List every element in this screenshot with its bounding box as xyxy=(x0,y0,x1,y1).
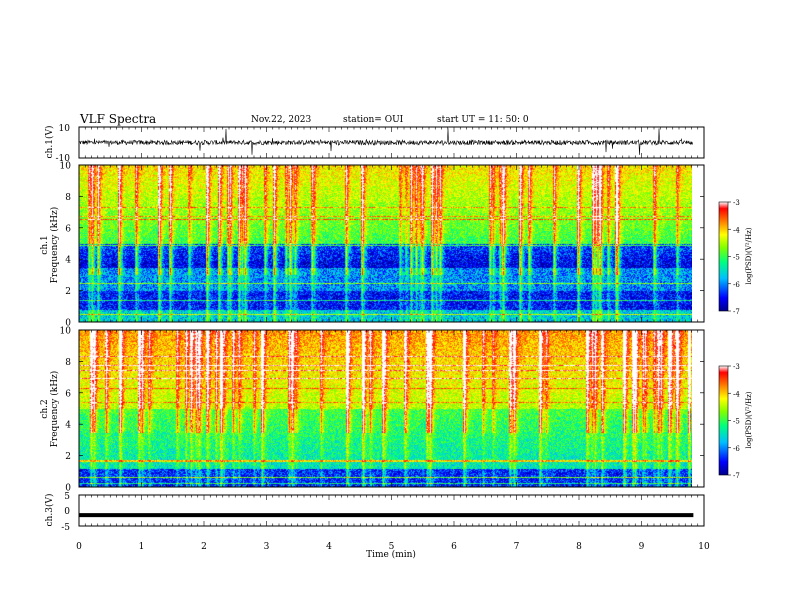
x-tick-label: 10 xyxy=(698,542,710,552)
frequency-tick-label: 0 xyxy=(65,484,71,494)
ch1-waveform-line xyxy=(78,128,694,155)
ch1-ytick-bottom: -10 xyxy=(56,154,71,164)
ch3-waveform-frame xyxy=(78,494,705,527)
frequency-tick-label: 4 xyxy=(65,256,71,266)
ch2-spectrogram-image xyxy=(79,330,692,487)
colorbar-tick-label: -7 xyxy=(733,308,740,316)
ch1-yticks: 0 2 4 6 8 10 xyxy=(60,162,704,329)
colorbar-tick-label: -7 xyxy=(733,472,740,480)
ch1-colorbar xyxy=(718,201,729,312)
x-axis-label: Time (min) xyxy=(366,549,416,560)
ch2-colorbar-ticks: -3 -4 -5 -6 -7 xyxy=(728,363,740,480)
date-label: Nov.22, 2023 xyxy=(251,115,312,125)
x-tick-label: 5 xyxy=(389,542,395,552)
chart-title: VLF Spectra xyxy=(80,112,157,126)
colorbar-tick-label: -4 xyxy=(733,390,740,398)
frequency-tick-label: 2 xyxy=(65,287,71,297)
ch3-ytick-bottom: -5 xyxy=(61,523,70,533)
x-tick-label: 8 xyxy=(576,542,582,552)
x-tick-label: 4 xyxy=(326,542,332,552)
ch3-ytick-top: 5 xyxy=(64,492,70,502)
colorbar-tick-label: -5 xyxy=(733,254,740,262)
ch3-waveform-panel: 5 0 -5 ch.3(V) xyxy=(44,492,705,533)
frequency-tick-label: 4 xyxy=(65,421,71,431)
ch1-waveform-panel: 10 -10 ch.1(V) xyxy=(44,124,705,164)
ch1-ytick-top: 10 xyxy=(59,124,71,134)
x-tick-label: 6 xyxy=(451,542,457,552)
x-tick-label: 3 xyxy=(264,542,270,552)
ch3-ytick-mid: 0 xyxy=(64,507,70,517)
x-tick-labels: 0 1 2 3 4 5 6 7 8 9 10 xyxy=(76,542,710,552)
frequency-tick-label: 6 xyxy=(65,224,71,234)
frequency-tick-label: 0 xyxy=(65,319,71,329)
frequency-tick-label: 8 xyxy=(65,358,71,368)
frequency-tick-label: 2 xyxy=(65,452,71,462)
colorbar-tick-label: -6 xyxy=(733,445,740,453)
ch2-colorbar xyxy=(718,365,729,476)
colorbar-tick-label: -3 xyxy=(733,363,740,371)
ch1-spectrogram-image xyxy=(79,165,692,322)
ch2-colorbar-label: log(PSD)(V²/Hz) xyxy=(745,391,753,448)
frequency-tick-label: 8 xyxy=(65,193,71,203)
ch1-colorbar-ticks: -3 -4 -5 -6 -7 xyxy=(728,199,740,316)
ch3-waveform-ylabel: ch.3(V) xyxy=(44,494,55,527)
x-tick-label: 1 xyxy=(139,542,145,552)
ch1-colorbar-label: log(PSD)(V²/Hz) xyxy=(745,227,753,284)
x-tick-label: 0 xyxy=(76,542,82,552)
ch2-spectrogram-ylabel: Frequency (kHz) xyxy=(49,371,60,448)
colorbar-tick-label: -6 xyxy=(733,281,740,289)
station-label: station= OUI xyxy=(343,115,404,125)
x-tick-label: 7 xyxy=(514,542,520,552)
frequency-tick-label: 6 xyxy=(65,389,71,399)
frequency-tick-label: 10 xyxy=(60,327,72,337)
x-tick-label: 2 xyxy=(201,542,207,552)
colorbar-tick-label: -3 xyxy=(733,199,740,207)
ch1-spectrogram-channel: ch.1 xyxy=(40,235,50,254)
ch2-spectrogram-channel: ch.2 xyxy=(40,399,50,418)
frequency-tick-label: 10 xyxy=(60,162,72,172)
colorbar-tick-label: -4 xyxy=(733,226,740,234)
start-time-label: start UT = 11: 50: 0 xyxy=(437,115,529,125)
x-tick-label: 9 xyxy=(639,542,645,552)
ch2-yticks: 0 2 4 6 8 10 xyxy=(60,327,704,494)
ch1-waveform-trace xyxy=(78,128,694,155)
ch1-spectrogram-ylabel: Frequency (kHz) xyxy=(49,207,60,284)
colorbar-tick-label: -5 xyxy=(733,418,740,426)
ch1-waveform-ylabel: ch.1(V) xyxy=(44,126,55,159)
